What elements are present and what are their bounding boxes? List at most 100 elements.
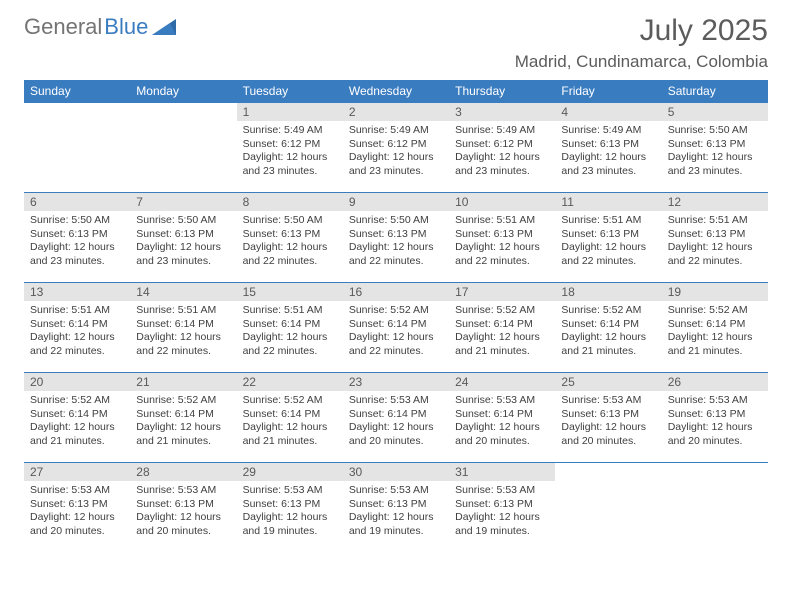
day-number: 10 [449, 193, 555, 211]
weekday-header: Saturday [662, 80, 768, 103]
day-number: 9 [343, 193, 449, 211]
day-number: 3 [449, 103, 555, 121]
day-details: Sunrise: 5:50 AMSunset: 6:13 PMDaylight:… [130, 211, 236, 269]
day-details: Sunrise: 5:53 AMSunset: 6:13 PMDaylight:… [237, 481, 343, 539]
calendar-cell: 2Sunrise: 5:49 AMSunset: 6:12 PMDaylight… [343, 103, 449, 193]
calendar-cell: 24Sunrise: 5:53 AMSunset: 6:14 PMDayligh… [449, 373, 555, 463]
day-number: 5 [662, 103, 768, 121]
calendar-cell: 9Sunrise: 5:50 AMSunset: 6:13 PMDaylight… [343, 193, 449, 283]
day-details: Sunrise: 5:52 AMSunset: 6:14 PMDaylight:… [662, 301, 768, 359]
calendar-cell: 3Sunrise: 5:49 AMSunset: 6:12 PMDaylight… [449, 103, 555, 193]
day-details: Sunrise: 5:53 AMSunset: 6:13 PMDaylight:… [555, 391, 661, 449]
day-number: 23 [343, 373, 449, 391]
calendar-cell: 27Sunrise: 5:53 AMSunset: 6:13 PMDayligh… [24, 463, 130, 553]
calendar-cell: 8Sunrise: 5:50 AMSunset: 6:13 PMDaylight… [237, 193, 343, 283]
weekday-header: Thursday [449, 80, 555, 103]
weekday-header: Friday [555, 80, 661, 103]
day-details: Sunrise: 5:53 AMSunset: 6:13 PMDaylight:… [449, 481, 555, 539]
day-number: 17 [449, 283, 555, 301]
day-details: Sunrise: 5:51 AMSunset: 6:13 PMDaylight:… [555, 211, 661, 269]
weekday-header: Wednesday [343, 80, 449, 103]
calendar-cell: 31Sunrise: 5:53 AMSunset: 6:13 PMDayligh… [449, 463, 555, 553]
day-details: Sunrise: 5:50 AMSunset: 6:13 PMDaylight:… [662, 121, 768, 179]
calendar-cell: 16Sunrise: 5:52 AMSunset: 6:14 PMDayligh… [343, 283, 449, 373]
day-details: Sunrise: 5:53 AMSunset: 6:13 PMDaylight:… [662, 391, 768, 449]
calendar-cell: 15Sunrise: 5:51 AMSunset: 6:14 PMDayligh… [237, 283, 343, 373]
day-details: Sunrise: 5:50 AMSunset: 6:13 PMDaylight:… [237, 211, 343, 269]
calendar-cell: 11Sunrise: 5:51 AMSunset: 6:13 PMDayligh… [555, 193, 661, 283]
day-details: Sunrise: 5:52 AMSunset: 6:14 PMDaylight:… [24, 391, 130, 449]
day-number: 31 [449, 463, 555, 481]
day-number: 26 [662, 373, 768, 391]
location-text: Madrid, Cundinamarca, Colombia [515, 52, 768, 72]
calendar-cell: 7Sunrise: 5:50 AMSunset: 6:13 PMDaylight… [130, 193, 236, 283]
calendar-cell: 29Sunrise: 5:53 AMSunset: 6:13 PMDayligh… [237, 463, 343, 553]
day-details: Sunrise: 5:52 AMSunset: 6:14 PMDaylight:… [130, 391, 236, 449]
day-number: 12 [662, 193, 768, 211]
day-number: 11 [555, 193, 661, 211]
day-number: 24 [449, 373, 555, 391]
day-number: 27 [24, 463, 130, 481]
calendar-cell: 12Sunrise: 5:51 AMSunset: 6:13 PMDayligh… [662, 193, 768, 283]
weekday-header: Sunday [24, 80, 130, 103]
day-details: Sunrise: 5:49 AMSunset: 6:12 PMDaylight:… [449, 121, 555, 179]
calendar-cell: 26Sunrise: 5:53 AMSunset: 6:13 PMDayligh… [662, 373, 768, 463]
day-number: 15 [237, 283, 343, 301]
calendar-cell: 14Sunrise: 5:51 AMSunset: 6:14 PMDayligh… [130, 283, 236, 373]
calendar-cell: 18Sunrise: 5:52 AMSunset: 6:14 PMDayligh… [555, 283, 661, 373]
calendar-cell: 10Sunrise: 5:51 AMSunset: 6:13 PMDayligh… [449, 193, 555, 283]
day-details: Sunrise: 5:53 AMSunset: 6:13 PMDaylight:… [24, 481, 130, 539]
day-details: Sunrise: 5:51 AMSunset: 6:14 PMDaylight:… [237, 301, 343, 359]
calendar-cell: 5Sunrise: 5:50 AMSunset: 6:13 PMDaylight… [662, 103, 768, 193]
day-number: 22 [237, 373, 343, 391]
calendar-cell: 23Sunrise: 5:53 AMSunset: 6:14 PMDayligh… [343, 373, 449, 463]
day-number: 28 [130, 463, 236, 481]
calendar-cell: 30Sunrise: 5:53 AMSunset: 6:13 PMDayligh… [343, 463, 449, 553]
day-number: 20 [24, 373, 130, 391]
day-number: 30 [343, 463, 449, 481]
day-number: 29 [237, 463, 343, 481]
calendar-cell: 4Sunrise: 5:49 AMSunset: 6:13 PMDaylight… [555, 103, 661, 193]
day-details: Sunrise: 5:52 AMSunset: 6:14 PMDaylight:… [555, 301, 661, 359]
calendar-cell: 19Sunrise: 5:52 AMSunset: 6:14 PMDayligh… [662, 283, 768, 373]
day-details: Sunrise: 5:53 AMSunset: 6:13 PMDaylight:… [130, 481, 236, 539]
calendar-cell: 22Sunrise: 5:52 AMSunset: 6:14 PMDayligh… [237, 373, 343, 463]
calendar-cell: 21Sunrise: 5:52 AMSunset: 6:14 PMDayligh… [130, 373, 236, 463]
brand-triangle-icon [152, 19, 176, 35]
day-number: 25 [555, 373, 661, 391]
calendar-cell [24, 103, 130, 193]
day-number: 21 [130, 373, 236, 391]
calendar-cell: 17Sunrise: 5:52 AMSunset: 6:14 PMDayligh… [449, 283, 555, 373]
brand-word-1: General [24, 14, 102, 40]
day-details: Sunrise: 5:52 AMSunset: 6:14 PMDaylight:… [449, 301, 555, 359]
brand-logo: GeneralBlue [24, 14, 176, 40]
day-number: 18 [555, 283, 661, 301]
weekday-header: Monday [130, 80, 236, 103]
day-details: Sunrise: 5:53 AMSunset: 6:13 PMDaylight:… [343, 481, 449, 539]
calendar-cell: 25Sunrise: 5:53 AMSunset: 6:13 PMDayligh… [555, 373, 661, 463]
day-details: Sunrise: 5:53 AMSunset: 6:14 PMDaylight:… [343, 391, 449, 449]
calendar-cell [662, 463, 768, 553]
day-details: Sunrise: 5:51 AMSunset: 6:13 PMDaylight:… [662, 211, 768, 269]
calendar-cell: 28Sunrise: 5:53 AMSunset: 6:13 PMDayligh… [130, 463, 236, 553]
day-details: Sunrise: 5:52 AMSunset: 6:14 PMDaylight:… [237, 391, 343, 449]
calendar-cell: 20Sunrise: 5:52 AMSunset: 6:14 PMDayligh… [24, 373, 130, 463]
day-details: Sunrise: 5:52 AMSunset: 6:14 PMDaylight:… [343, 301, 449, 359]
month-title: July 2025 [515, 14, 768, 48]
day-number: 2 [343, 103, 449, 121]
day-number: 16 [343, 283, 449, 301]
calendar-cell [130, 103, 236, 193]
day-number: 6 [24, 193, 130, 211]
day-number: 7 [130, 193, 236, 211]
calendar-table: SundayMondayTuesdayWednesdayThursdayFrid… [24, 80, 768, 553]
day-number: 14 [130, 283, 236, 301]
calendar-cell: 13Sunrise: 5:51 AMSunset: 6:14 PMDayligh… [24, 283, 130, 373]
day-details: Sunrise: 5:50 AMSunset: 6:13 PMDaylight:… [24, 211, 130, 269]
day-number: 8 [237, 193, 343, 211]
calendar-cell: 6Sunrise: 5:50 AMSunset: 6:13 PMDaylight… [24, 193, 130, 283]
day-details: Sunrise: 5:49 AMSunset: 6:12 PMDaylight:… [237, 121, 343, 179]
day-details: Sunrise: 5:49 AMSunset: 6:12 PMDaylight:… [343, 121, 449, 179]
day-details: Sunrise: 5:51 AMSunset: 6:14 PMDaylight:… [130, 301, 236, 359]
day-details: Sunrise: 5:53 AMSunset: 6:14 PMDaylight:… [449, 391, 555, 449]
day-number: 19 [662, 283, 768, 301]
